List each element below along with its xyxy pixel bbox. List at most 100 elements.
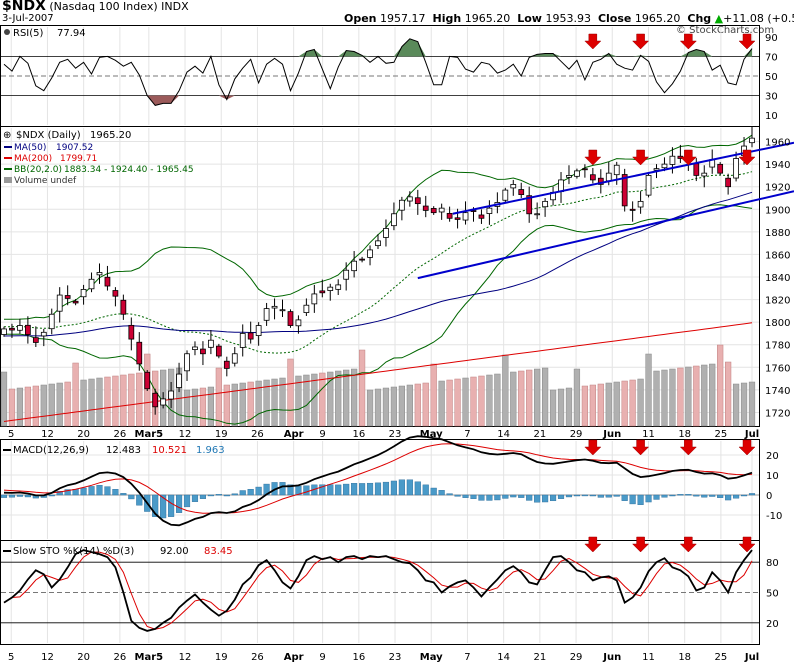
candle — [478, 209, 485, 224]
rsi-value: 77.94 — [57, 28, 86, 39]
candle-body — [303, 304, 310, 313]
x-tick-price: 26 — [113, 429, 126, 440]
price-legend-marker: ⊕ — [3, 130, 11, 141]
candle — [152, 388, 159, 415]
candle-body — [176, 373, 182, 388]
candle-body — [749, 137, 755, 144]
sto-label: Slow STO %K(14) %D(3) — [13, 546, 134, 557]
price-y-tick: 1760 — [765, 363, 790, 374]
candle-body — [470, 210, 477, 212]
volume-bar — [406, 384, 413, 427]
x-tick-bottom: Apr — [284, 652, 304, 663]
macd-histogram-bar — [454, 494, 461, 497]
volume-bar — [725, 361, 732, 427]
ma50-label: MA(50) — [14, 143, 46, 153]
macd-histogram-bar — [327, 484, 334, 496]
x-tick-bottom: 23 — [389, 652, 402, 663]
candle-body — [534, 213, 541, 216]
candle-body — [613, 164, 620, 176]
volume-bar — [534, 368, 541, 427]
rsi-line — [3, 38, 753, 106]
macd-histogram-bar — [366, 482, 374, 496]
candle-body — [160, 398, 167, 406]
candle-body — [192, 346, 198, 350]
candle-body — [343, 269, 350, 280]
volume-bar — [366, 389, 374, 427]
macd-histogram-bar — [112, 489, 119, 496]
candle — [104, 265, 111, 291]
candle — [446, 206, 453, 222]
sto-d-value: 83.45 — [204, 546, 233, 557]
candle-body — [422, 205, 429, 211]
price-y-tick: 1720 — [765, 408, 790, 419]
candle — [550, 186, 556, 206]
candle — [319, 279, 326, 298]
candle-body — [661, 163, 668, 169]
macd-histogram-bar — [518, 494, 525, 498]
candle — [184, 350, 190, 381]
x-tick-bottom: 29 — [570, 652, 583, 663]
upper-trendline — [452, 141, 794, 215]
candle — [613, 161, 620, 185]
candle-body — [518, 189, 525, 195]
volume-bar — [382, 387, 390, 427]
sto-series — [3, 549, 753, 632]
candle-body — [144, 371, 151, 390]
candle-body — [327, 286, 334, 291]
candle — [271, 298, 278, 320]
price-y-tick: 1840 — [765, 273, 790, 284]
volume-bar — [557, 388, 565, 427]
candle-body — [582, 168, 588, 171]
x-tick-price: Jun — [602, 429, 621, 440]
open-label: Open — [344, 12, 377, 25]
symbol-title: $NDX (Nasdaq 100 Index) INDX — [2, 0, 189, 14]
x-tick-price: Mar5 — [135, 429, 164, 440]
macd-histogram-bar — [287, 484, 294, 496]
candle-body — [621, 174, 628, 207]
candle — [406, 191, 413, 207]
macd-histogram-bar — [207, 494, 214, 497]
candle — [359, 256, 365, 263]
macd-histogram-bar — [725, 494, 732, 501]
volume-label: Volume undef — [14, 176, 77, 186]
ma200-line — [3, 322, 753, 422]
volume-bar — [398, 385, 405, 427]
signal-arrow-rsi — [738, 33, 756, 50]
symbol: $NDX — [2, 0, 46, 14]
legends: RSI(5) 77.94 ⊕ $NDX (Daily) 1965.20 MA(5… — [3, 28, 233, 557]
macd-histogram-bar — [748, 493, 756, 496]
up-arrow-icon: ▲ — [714, 12, 724, 25]
candle — [430, 206, 437, 215]
x-tick-price: 7 — [464, 429, 470, 440]
candle — [32, 326, 39, 347]
signal-arrow-price — [631, 149, 650, 166]
volume-bar — [486, 374, 493, 427]
volume-legend-swatch — [4, 177, 12, 183]
volume-bar — [446, 379, 453, 427]
volume-bar — [732, 383, 740, 427]
macd-histogram-bar — [96, 485, 103, 496]
macd-histogram-bar — [191, 494, 199, 502]
macd-histogram-bar — [494, 494, 501, 501]
trendlines — [417, 141, 794, 280]
price-y-tick: 1900 — [765, 205, 790, 216]
volume-bar — [605, 382, 612, 427]
volume-bar — [541, 367, 549, 427]
candle-body — [120, 299, 127, 315]
candle-body — [255, 325, 262, 336]
candle — [48, 308, 55, 335]
signal-arrow-price — [679, 149, 697, 166]
macd-histogram-bar — [438, 490, 445, 496]
candle — [9, 323, 15, 338]
candle-body — [208, 339, 214, 348]
macd-histogram-bar — [661, 494, 668, 498]
volume-bar — [414, 383, 421, 427]
x-tick-bottom: 14 — [497, 652, 510, 663]
x-tick-price: 5 — [8, 429, 14, 440]
macd-histogram-bar — [120, 493, 127, 496]
candle-body — [502, 189, 509, 201]
price-panel-frame — [0, 126, 760, 427]
macd-histogram-bar — [597, 494, 604, 498]
candle — [327, 283, 334, 301]
